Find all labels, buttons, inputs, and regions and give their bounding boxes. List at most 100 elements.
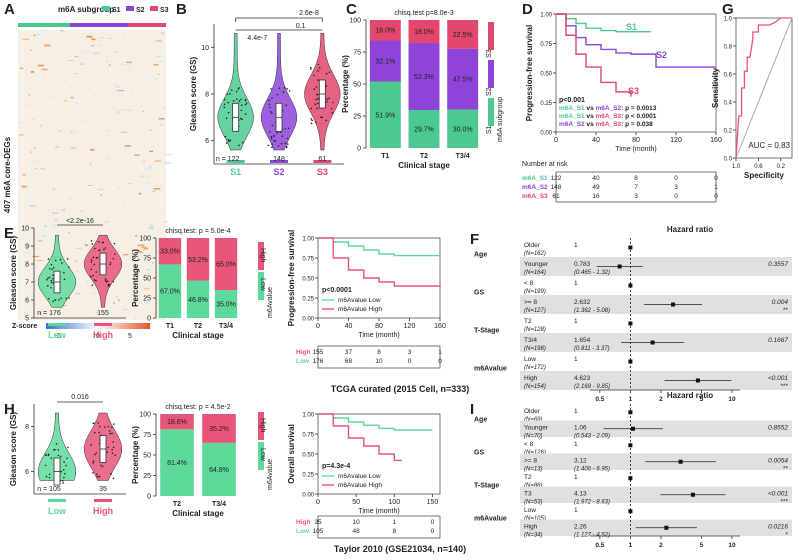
heatmap-cell bbox=[124, 145, 131, 147]
e-point bbox=[98, 249, 101, 251]
e-point bbox=[105, 281, 108, 283]
b-point bbox=[280, 142, 283, 145]
i-var-label: T-Stage bbox=[474, 482, 499, 489]
h3-xtick-label: 100 bbox=[388, 499, 400, 506]
c-value-label: 16.0% bbox=[375, 28, 395, 35]
e-point bbox=[63, 272, 65, 274]
heatmap-cell bbox=[147, 78, 149, 81]
subgroup-bar-s2 bbox=[70, 23, 128, 27]
h3-risk-value: 0 bbox=[431, 519, 435, 526]
e-point bbox=[54, 259, 57, 262]
h2-legend-chip-low bbox=[258, 442, 264, 470]
i-level-label: Older bbox=[524, 408, 541, 415]
heatmap-cell bbox=[61, 75, 64, 77]
h-point bbox=[62, 469, 65, 471]
e3-risk-value: 3 bbox=[408, 349, 412, 356]
panel-label-d: D bbox=[522, 1, 533, 18]
heatmap-cell bbox=[32, 255, 40, 257]
heatmap-cell bbox=[151, 190, 156, 193]
heatmap-cell bbox=[70, 96, 74, 99]
heatmap-cell bbox=[134, 154, 140, 156]
i-level-label: T2 bbox=[524, 474, 532, 481]
heatmap-cell bbox=[28, 94, 31, 96]
d-risk-value: 0 bbox=[714, 175, 718, 182]
e-point bbox=[68, 266, 70, 268]
f-level-label: T2 bbox=[524, 318, 532, 325]
h-point bbox=[57, 454, 60, 457]
e3-ytick-label: 0.00 bbox=[302, 317, 314, 323]
heatmap-cell bbox=[33, 34, 36, 37]
i-hr-point bbox=[630, 426, 635, 431]
e2-xlabel: Clinical stage bbox=[172, 331, 224, 340]
d-ytick-label: 0.00 bbox=[540, 131, 552, 137]
h-ytick-label: 6 bbox=[25, 469, 29, 476]
h2-title: chisq.test: p = 4.5e-2 bbox=[165, 404, 230, 411]
g-diagonal bbox=[735, 17, 793, 159]
f-row-band bbox=[520, 371, 792, 390]
i-ci-label: (0.543 - 2.09) bbox=[574, 434, 610, 440]
e-ytick-label: 7 bbox=[25, 280, 29, 287]
h3-risk-value: 8 bbox=[392, 528, 396, 535]
panel-label-i: I bbox=[470, 401, 474, 418]
heatmap-cell bbox=[86, 35, 93, 38]
f-var-label: m6Avalue bbox=[474, 366, 507, 373]
h-cat-high: High bbox=[93, 506, 113, 516]
heatmap-cell bbox=[26, 104, 31, 106]
b-point bbox=[223, 106, 226, 109]
b-point bbox=[277, 145, 280, 147]
h2-ylabel: Percentage (%) bbox=[131, 426, 140, 484]
d-ylabel: Progression-free survival bbox=[525, 25, 534, 121]
b-point bbox=[315, 121, 317, 124]
panel-label-f: F bbox=[470, 231, 479, 248]
c-cat-label: T2 bbox=[420, 153, 428, 160]
e2-bar-high bbox=[214, 238, 238, 290]
f-level-label: Low bbox=[524, 356, 536, 363]
f-level-label: High bbox=[524, 375, 538, 382]
heatmap-cell bbox=[60, 30, 64, 32]
i-p-label: 0.0216 bbox=[768, 524, 788, 531]
f-row-band bbox=[520, 257, 792, 276]
b-point bbox=[328, 71, 331, 73]
heatmap-cell bbox=[73, 73, 78, 74]
heatmap-cell bbox=[116, 90, 124, 92]
heatmap-cell bbox=[153, 64, 159, 66]
f-hr-label: 1 bbox=[574, 318, 578, 325]
e3-risk-row-label: High bbox=[296, 349, 310, 356]
heatmap-cell bbox=[31, 68, 33, 71]
i-hr-point bbox=[690, 492, 695, 497]
heatmap-cell bbox=[52, 244, 56, 247]
heatmap-cell bbox=[122, 200, 125, 202]
zscore-tick: -5 bbox=[55, 333, 61, 340]
heatmap-cell bbox=[160, 60, 165, 63]
b-point bbox=[317, 63, 320, 66]
f-xtick-label: 1 bbox=[629, 396, 633, 403]
h2-ytick-label: 75 bbox=[143, 432, 151, 439]
e2-ytick-label: 100 bbox=[139, 236, 151, 243]
b-point bbox=[316, 93, 319, 96]
f-hr-point bbox=[650, 340, 655, 345]
heatmap-cell bbox=[94, 40, 98, 41]
b-point bbox=[278, 87, 281, 89]
e-point bbox=[107, 285, 110, 287]
d-risk-value: 1 bbox=[714, 184, 718, 191]
panel-label-g: G bbox=[722, 1, 734, 18]
heatmap-cell bbox=[52, 224, 55, 227]
heatmap-cell bbox=[29, 204, 36, 207]
heatmap-cell bbox=[30, 49, 33, 51]
e-cat-bar-low bbox=[48, 323, 66, 326]
heatmap-cell bbox=[106, 38, 112, 39]
c-ylabel: Percentage (%) bbox=[341, 55, 350, 113]
c-legend-label-s3: S3 bbox=[486, 49, 493, 58]
i-n-label: (N=53) bbox=[524, 500, 543, 506]
e3-risk-frame bbox=[317, 345, 441, 369]
f-n-label: (N=198) bbox=[524, 346, 546, 352]
h2-bar-low bbox=[202, 442, 236, 496]
b-count: 148 bbox=[273, 156, 285, 163]
heatmap-cell bbox=[69, 86, 73, 89]
b-cat-s2: S2 bbox=[273, 167, 284, 177]
heatmap-cell bbox=[120, 63, 126, 65]
h-point bbox=[96, 475, 99, 478]
b-point bbox=[316, 107, 318, 110]
b-point bbox=[325, 72, 328, 75]
